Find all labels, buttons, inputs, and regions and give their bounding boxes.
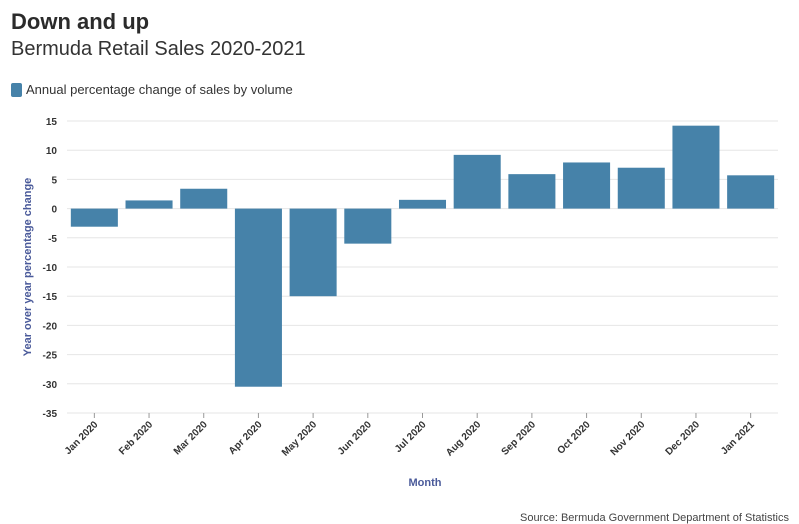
bar-chart: 15 10 5 0 -5 -10 -15 -20 -25 -30 -35 Jan 2020 Feb 2… bbox=[22, 117, 778, 489]
legend-swatch bbox=[11, 82, 22, 97]
bar[interactable] bbox=[617, 167, 665, 209]
legend: Annual percentage change of sales by vol… bbox=[11, 82, 293, 97]
chart-subtitle: Bermuda Retail Sales 2020-2021 bbox=[11, 38, 306, 60]
x-tick-label: Jul 2020 bbox=[393, 419, 429, 455]
bars bbox=[70, 125, 775, 387]
x-tick-label: Oct 2020 bbox=[555, 419, 593, 457]
bar[interactable] bbox=[125, 200, 173, 209]
y-tick-label: 15 bbox=[46, 117, 58, 128]
y-tick-label: 10 bbox=[46, 146, 58, 157]
y-tick-label: -30 bbox=[43, 380, 58, 391]
bar[interactable] bbox=[289, 208, 337, 297]
y-tick-label: -15 bbox=[43, 292, 58, 303]
x-tick-label: Nov 2020 bbox=[609, 419, 648, 458]
bar[interactable] bbox=[344, 208, 392, 244]
x-axis-ticks: Jan 2020 Feb 2020 Mar 2020 Apr 2020 May 2020… bbox=[63, 413, 757, 459]
y-tick-label: 5 bbox=[51, 175, 57, 186]
x-tick-label: Feb 2020 bbox=[117, 419, 155, 457]
chart-title: Down and up bbox=[11, 9, 150, 34]
bar[interactable] bbox=[234, 208, 282, 387]
x-tick-label: Mar 2020 bbox=[172, 419, 210, 457]
y-tick-label: -25 bbox=[43, 351, 58, 362]
bar[interactable] bbox=[70, 208, 118, 227]
x-axis-title: Month bbox=[409, 477, 442, 489]
x-tick-label: Dec 2020 bbox=[664, 419, 703, 458]
y-axis-title: Year over year percentage change bbox=[22, 178, 34, 357]
y-tick-label: -5 bbox=[48, 234, 57, 245]
x-tick-label: Sep 2020 bbox=[500, 419, 539, 458]
bar[interactable] bbox=[672, 125, 720, 209]
bar[interactable] bbox=[563, 162, 611, 209]
source-note: Source: Bermuda Government Department of… bbox=[519, 512, 789, 524]
y-axis-ticks: 15 10 5 0 -5 -10 -15 -20 -25 -30 -35 bbox=[43, 117, 58, 420]
y-tick-label: -20 bbox=[43, 321, 58, 332]
gridlines bbox=[67, 120, 778, 414]
legend-label: Annual percentage change of sales by vol… bbox=[26, 82, 293, 97]
y-tick-label: 0 bbox=[51, 205, 57, 216]
x-tick-label: Jan 2021 bbox=[719, 419, 757, 457]
y-tick-label: -10 bbox=[43, 263, 58, 274]
bar[interactable] bbox=[508, 174, 556, 209]
x-tick-label: May 2020 bbox=[280, 419, 320, 459]
bar[interactable] bbox=[453, 154, 501, 209]
bar[interactable] bbox=[398, 199, 447, 209]
y-tick-label: -35 bbox=[43, 409, 58, 420]
bar[interactable] bbox=[727, 175, 775, 209]
x-tick-label: Apr 2020 bbox=[227, 419, 265, 457]
bar[interactable] bbox=[180, 188, 228, 209]
x-tick-label: Jun 2020 bbox=[336, 419, 374, 457]
x-tick-label: Aug 2020 bbox=[444, 419, 484, 459]
x-tick-label: Jan 2020 bbox=[63, 419, 101, 457]
